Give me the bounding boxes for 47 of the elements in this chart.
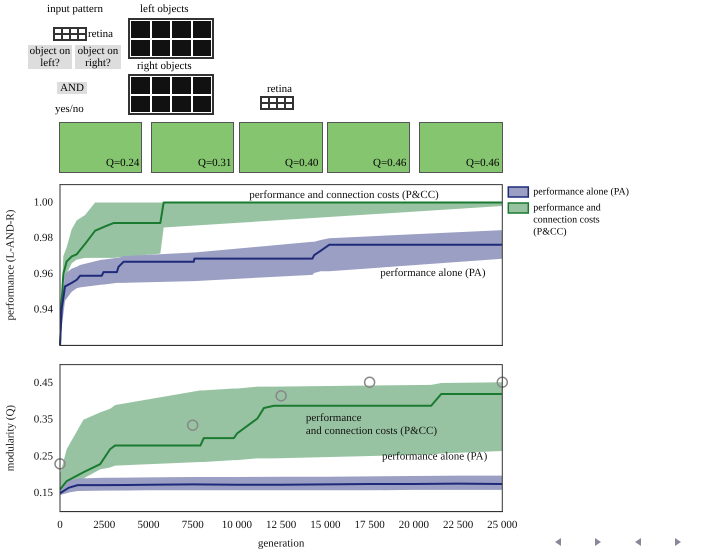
text: object on left? (28, 45, 72, 69)
y-tick-label: 1.00 (34, 196, 54, 208)
x-tick-label: 2500 (93, 519, 116, 532)
text: left objects (140, 3, 189, 15)
y-tick-label: 0.15 (34, 487, 54, 500)
point (186, 419, 198, 431)
y-axis-title: modularity (Q) (4, 404, 16, 472)
series-label: performance and connection costs (P&CC) (306, 412, 438, 437)
text: AND (57, 82, 87, 94)
point (364, 376, 376, 388)
legend-label: performance and connection costs (P&CC) (533, 202, 601, 238)
x-tick-label: 20 000 (398, 519, 430, 532)
text: Q=0.31 (198, 157, 232, 169)
x-tick-label: 5000 (137, 519, 160, 532)
text: performance alone (PA) (380, 266, 486, 279)
text: yes/no (55, 103, 84, 115)
y-axis-title: performance (L-AND-R) (4, 209, 16, 320)
text: right objects (137, 60, 192, 72)
text: Q=0.24 (106, 157, 140, 169)
x-axis-title: generation (258, 537, 305, 550)
x-tick-label: 7500 (182, 519, 204, 532)
text: retina (267, 83, 292, 95)
y-tick-label: 0.35 (34, 414, 54, 426)
text: performance and connection costs (P&CC) (249, 189, 439, 202)
text: Q=0.40 (285, 157, 318, 169)
y-tick-label: 0.94 (34, 304, 54, 316)
text: input pattern (46, 3, 104, 15)
legend-label: performance alone (PA) (533, 186, 629, 198)
y-tick-label: 0.96 (34, 268, 54, 280)
y-tick-label: 0.45 (34, 376, 54, 389)
point (275, 390, 287, 402)
y-tick-label: 0.98 (34, 232, 54, 244)
y-tick-label: 0.25 (34, 450, 54, 462)
x-tick-label: 25 000 (487, 519, 518, 532)
point (54, 458, 66, 470)
x-tick-label: 17 500 (354, 519, 386, 532)
text: Q=0.46 (373, 157, 406, 169)
x-tick-label: 10 000 (222, 519, 253, 532)
text: Q=0.46 (466, 157, 500, 169)
text: object on right? (75, 45, 121, 69)
text: retina (88, 28, 114, 40)
x-tick-label: 0 (57, 519, 64, 532)
x-tick-label: 15 000 (310, 519, 342, 532)
point (496, 376, 508, 388)
x-tick-label: 12 500 (266, 519, 297, 532)
x-tick-label: 22 500 (442, 519, 474, 532)
series-label: performance alone (PA) (382, 450, 488, 462)
